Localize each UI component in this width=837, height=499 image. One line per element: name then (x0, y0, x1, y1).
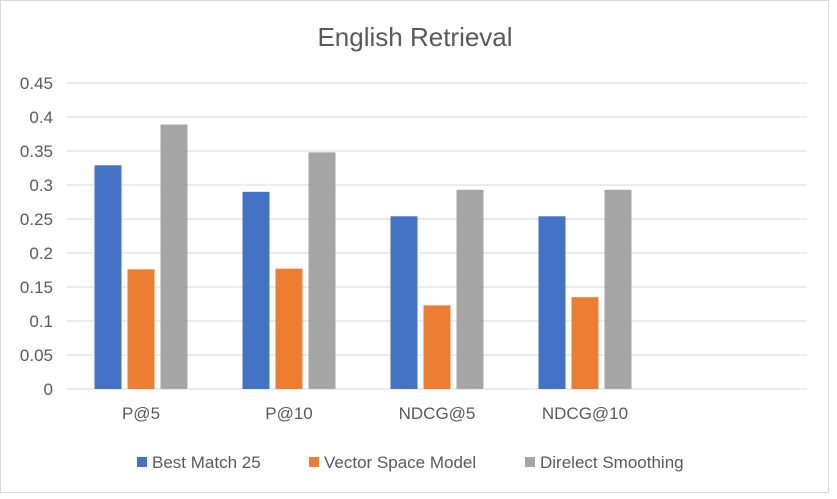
y-tick-label: 0.2 (29, 244, 53, 263)
bar-vector-space-model (423, 305, 451, 389)
legend-label: Vector Space Model (324, 453, 476, 472)
chart-title: English Retrieval (317, 22, 512, 52)
bar-chart: English Retrieval 0 0.05 0.1 0.15 0.2 0.25 0.3… (20, 22, 807, 472)
bars (94, 124, 632, 389)
bar-vector-space-model (275, 268, 303, 389)
bar-vector-space-model (571, 297, 599, 389)
gridlines (67, 82, 807, 390)
legend-label: Direlect Smoothing (540, 453, 684, 472)
y-tick-label: 0.1 (29, 312, 53, 331)
x-axis-tick-labels: P@5 P@10 NDCG@5 NDCG@10 (122, 404, 628, 423)
y-tick-label: 0.35 (20, 142, 53, 161)
bar-direlect-smoothing (308, 152, 336, 389)
legend-label: Best Match 25 (152, 453, 261, 472)
bar-vector-space-model (127, 269, 155, 389)
y-tick-label: 0.05 (20, 346, 53, 365)
legend: Best Match 25 Vector Space Model Direlect … (137, 453, 684, 472)
y-tick-label: 0.4 (29, 108, 53, 127)
y-tick-label: 0.3 (29, 176, 53, 195)
y-tick-label: 0.45 (20, 74, 53, 93)
legend-item: Vector Space Model (309, 453, 476, 472)
legend-item: Best Match 25 (137, 453, 261, 472)
bar-direlect-smoothing (604, 189, 632, 389)
legend-swatch (525, 457, 535, 467)
x-tick-label: NDCG@10 (542, 404, 628, 423)
bar-direlect-smoothing (160, 124, 188, 389)
bar-best-match-25 (538, 216, 566, 389)
bar-direlect-smoothing (456, 189, 484, 389)
y-tick-label: 0.25 (20, 210, 53, 229)
legend-swatch (137, 457, 147, 467)
y-tick-label: 0 (44, 380, 53, 399)
y-axis-tick-labels: 0 0.05 0.1 0.15 0.2 0.25 0.3 0.35 0.4 0.45 (20, 74, 53, 399)
bar-best-match-25 (390, 216, 418, 389)
bar-best-match-25 (94, 165, 122, 389)
chart-frame: English Retrieval 0 0.05 0.1 0.15 0.2 0.25 0.3… (0, 0, 829, 493)
x-tick-label: P@10 (265, 404, 313, 423)
legend-item: Direlect Smoothing (525, 453, 684, 472)
x-tick-label: NDCG@5 (399, 404, 476, 423)
x-tick-label: P@5 (122, 404, 160, 423)
legend-swatch (309, 457, 319, 467)
y-tick-label: 0.15 (20, 278, 53, 297)
bar-best-match-25 (242, 191, 270, 389)
